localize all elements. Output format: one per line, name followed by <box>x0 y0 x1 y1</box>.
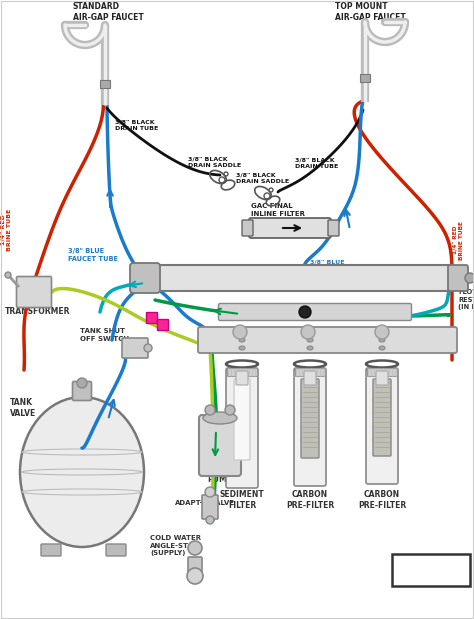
Text: 3/8" BLUE
FAUCET TUBE: 3/8" BLUE FAUCET TUBE <box>68 248 118 262</box>
Text: TRANSFORMER: TRANSFORMER <box>5 308 71 316</box>
Ellipse shape <box>379 338 385 342</box>
FancyBboxPatch shape <box>198 327 457 353</box>
Text: MEMBRANE HOUSING: MEMBRANE HOUSING <box>255 274 348 282</box>
Circle shape <box>206 516 214 524</box>
FancyBboxPatch shape <box>188 557 202 573</box>
Text: TANK: TANK <box>64 475 100 488</box>
Ellipse shape <box>379 346 385 350</box>
Bar <box>227 368 257 376</box>
FancyBboxPatch shape <box>122 338 148 358</box>
Bar <box>295 368 325 376</box>
Text: THIRD BOWL ON
5-STAGE ONLY: THIRD BOWL ON 5-STAGE ONLY <box>399 563 463 577</box>
Text: CARBON
PRE-FILTER: CARBON PRE-FILTER <box>286 490 334 510</box>
Circle shape <box>299 306 311 318</box>
Ellipse shape <box>239 338 245 342</box>
Text: 3/8" BLACK
DRAIN TUBE: 3/8" BLACK DRAIN TUBE <box>295 157 338 168</box>
Text: TANK
VALVE: TANK VALVE <box>10 398 36 418</box>
Text: 3/8" BLACK
DRAIN SADDLE: 3/8" BLACK DRAIN SADDLE <box>236 173 289 184</box>
Text: 3/8" BLACK
DRAIN SADDLE: 3/8" BLACK DRAIN SADDLE <box>188 157 241 168</box>
FancyBboxPatch shape <box>304 371 316 385</box>
Text: ADAPT-A-VALVE: ADAPT-A-VALVE <box>175 500 235 506</box>
Circle shape <box>301 325 315 339</box>
FancyBboxPatch shape <box>234 379 250 460</box>
FancyBboxPatch shape <box>17 277 52 308</box>
FancyBboxPatch shape <box>130 263 160 293</box>
Circle shape <box>205 487 215 497</box>
FancyBboxPatch shape <box>152 265 453 291</box>
Text: 3/8" BLACK
DRAIN TUBE: 3/8" BLACK DRAIN TUBE <box>115 119 158 131</box>
Text: CARBON
PRE-FILTER: CARBON PRE-FILTER <box>358 490 406 510</box>
Circle shape <box>233 325 247 339</box>
Circle shape <box>375 325 389 339</box>
Ellipse shape <box>239 346 245 350</box>
Circle shape <box>225 405 235 415</box>
Text: GAC FINAL
INLINE FILTER: GAC FINAL INLINE FILTER <box>251 203 305 217</box>
FancyBboxPatch shape <box>106 544 126 556</box>
FancyBboxPatch shape <box>73 381 91 400</box>
FancyBboxPatch shape <box>392 554 470 586</box>
Circle shape <box>144 344 152 352</box>
Text: 1/4" RED
BRINE TUBE: 1/4" RED BRINE TUBE <box>452 220 464 259</box>
FancyBboxPatch shape <box>41 544 61 556</box>
Text: COLD WATER
ANGLE-STOP
(SUPPLY): COLD WATER ANGLE-STOP (SUPPLY) <box>150 535 201 556</box>
Circle shape <box>187 568 203 584</box>
Text: 1/4" RED
BRINE TUBE: 1/4" RED BRINE TUBE <box>0 209 11 251</box>
FancyBboxPatch shape <box>373 379 391 456</box>
Text: SEDIMENT
FILTER: SEDIMENT FILTER <box>219 490 264 510</box>
FancyBboxPatch shape <box>328 220 339 236</box>
Text: FILTER LID: FILTER LID <box>303 335 351 345</box>
Bar <box>360 74 370 82</box>
Ellipse shape <box>20 397 144 547</box>
Bar <box>367 368 397 376</box>
FancyBboxPatch shape <box>146 313 157 324</box>
Circle shape <box>5 272 11 278</box>
Text: PUMP: PUMP <box>207 475 233 485</box>
FancyBboxPatch shape <box>294 368 326 486</box>
Text: TANK SHUT
OFF SWITCH: TANK SHUT OFF SWITCH <box>80 328 129 342</box>
FancyBboxPatch shape <box>366 368 398 484</box>
Text: TOP MOUNT
AIR-GAP FAUCET: TOP MOUNT AIR-GAP FAUCET <box>335 2 406 22</box>
FancyBboxPatch shape <box>236 371 248 385</box>
Text: FLOW: FLOW <box>282 225 305 231</box>
FancyBboxPatch shape <box>376 371 388 385</box>
FancyBboxPatch shape <box>226 368 258 488</box>
Text: STANDARD
AIR-GAP FAUCET: STANDARD AIR-GAP FAUCET <box>73 2 144 22</box>
Circle shape <box>188 541 202 555</box>
Ellipse shape <box>307 338 313 342</box>
Ellipse shape <box>307 346 313 350</box>
FancyBboxPatch shape <box>301 379 319 458</box>
FancyBboxPatch shape <box>157 319 168 331</box>
Text: AUTO SHUT OFF VALVE: AUTO SHUT OFF VALVE <box>277 309 363 315</box>
FancyBboxPatch shape <box>448 265 468 291</box>
Circle shape <box>465 273 474 283</box>
Bar <box>100 80 110 88</box>
Text: FLOW
RESTRICTOR
(IN RED TUBE): FLOW RESTRICTOR (IN RED TUBE) <box>458 290 474 311</box>
FancyBboxPatch shape <box>219 303 411 321</box>
FancyBboxPatch shape <box>202 495 218 519</box>
Circle shape <box>205 405 215 415</box>
FancyBboxPatch shape <box>249 218 331 238</box>
Text: 3/8" BLUE
FAUCET TUBE: 3/8" BLUE FAUCET TUBE <box>310 259 356 271</box>
Ellipse shape <box>203 412 237 424</box>
Circle shape <box>77 378 87 388</box>
FancyBboxPatch shape <box>199 415 241 476</box>
FancyBboxPatch shape <box>242 220 253 236</box>
